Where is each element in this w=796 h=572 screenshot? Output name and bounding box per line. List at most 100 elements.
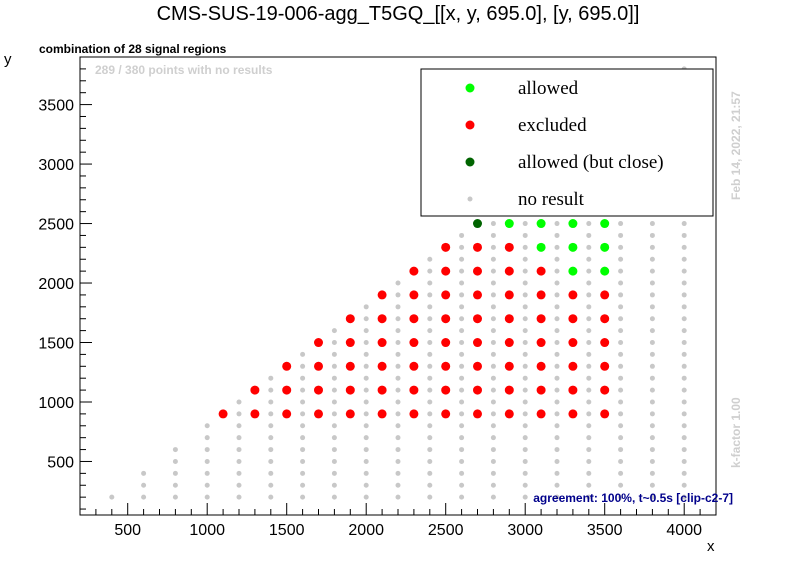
- no-result-point: [268, 458, 274, 464]
- excluded-point: [600, 338, 610, 348]
- no-result-point: [681, 221, 687, 227]
- no-result-point: [459, 280, 465, 286]
- no-result-point: [554, 387, 560, 393]
- excluded-point: [377, 314, 387, 324]
- no-result-point: [649, 387, 655, 393]
- no-result-point: [681, 482, 687, 488]
- no-result-point: [618, 328, 624, 334]
- excluded-point: [377, 409, 387, 419]
- excluded-point: [441, 409, 451, 419]
- no-result-point: [681, 328, 687, 334]
- no-result-point: [586, 363, 592, 369]
- allowed-point: [600, 266, 610, 276]
- no-result-point: [554, 494, 560, 500]
- no-result-point: [427, 399, 433, 405]
- no-result-point: [618, 375, 624, 381]
- excluded-point: [600, 361, 610, 371]
- no-result-point: [459, 244, 465, 250]
- no-result-point: [172, 458, 178, 464]
- excluded-point: [314, 385, 323, 395]
- no-result-point: [681, 399, 687, 405]
- no-result-point: [649, 256, 655, 262]
- no-result-point: [395, 447, 401, 453]
- legend-label-allowed-close: allowed (but close): [518, 152, 664, 173]
- no-result-point: [618, 399, 624, 405]
- excluded-point: [250, 409, 260, 419]
- no-result-point: [268, 411, 274, 417]
- no-result-point: [554, 482, 560, 488]
- no-result-point: [681, 470, 687, 476]
- no-result-point: [268, 435, 274, 441]
- no-result-point: [395, 304, 401, 310]
- no-result-point: [490, 328, 496, 334]
- no-result-point: [395, 280, 401, 286]
- allowed-point: [568, 266, 578, 276]
- no-result-point: [586, 328, 592, 334]
- excluded-point: [441, 266, 451, 276]
- no-result-point: [490, 304, 496, 310]
- no-result-point: [331, 411, 337, 417]
- no-result-point: [331, 470, 337, 476]
- excluded-point: [473, 361, 482, 371]
- no-result-point: [459, 268, 465, 274]
- no-result-point: [554, 328, 560, 334]
- no-result-point: [395, 494, 401, 500]
- data-points: [109, 66, 687, 500]
- no-result-point: [586, 304, 592, 310]
- no-result-point: [586, 292, 592, 298]
- excluded-point: [600, 314, 610, 324]
- allowed-close-point: [473, 219, 482, 229]
- no-result-point: [459, 375, 465, 381]
- no-result-point: [490, 232, 496, 238]
- no-result-point: [618, 221, 624, 227]
- no-result-point: [204, 494, 210, 500]
- no-result-point: [554, 411, 560, 417]
- excluded-point: [473, 385, 482, 395]
- no-result-point: [649, 244, 655, 250]
- no-result-point: [268, 494, 274, 500]
- no-result-point: [395, 411, 401, 417]
- plot-frame: [79, 56, 717, 516]
- excluded-point: [536, 338, 546, 348]
- no-result-point: [331, 423, 337, 429]
- no-result-point: [618, 232, 624, 238]
- no-result-point: [522, 340, 528, 346]
- excluded-point: [250, 385, 260, 395]
- legend-marker-allowed-close: [465, 157, 475, 167]
- no-result-point: [522, 458, 528, 464]
- legend-box: [420, 68, 714, 217]
- no-result-point: [268, 387, 274, 393]
- excluded-point: [314, 409, 323, 419]
- no-result-point: [586, 435, 592, 441]
- no-result-point: [586, 280, 592, 286]
- allowed-point: [568, 219, 578, 229]
- no-result-point: [395, 387, 401, 393]
- excluded-point: [345, 361, 355, 371]
- no-result-point: [363, 340, 369, 346]
- no-result-point: [681, 363, 687, 369]
- no-result-point: [300, 435, 306, 441]
- no-result-point: [586, 351, 592, 357]
- excluded-point: [504, 409, 514, 419]
- no-result-point: [649, 316, 655, 322]
- no-result-point: [427, 470, 433, 476]
- no-result-point: [554, 447, 560, 453]
- no-result-point: [618, 304, 624, 310]
- no-result-point: [331, 399, 337, 405]
- no-result-point: [490, 375, 496, 381]
- legend-marker-excluded: [465, 120, 475, 130]
- x-tick-label: 4000: [666, 522, 702, 539]
- no-result-point: [395, 399, 401, 405]
- no-result-point: [236, 423, 242, 429]
- no-result-point: [141, 494, 147, 500]
- no-result-point: [363, 423, 369, 429]
- no-result-point: [236, 482, 242, 488]
- no-result-point: [649, 375, 655, 381]
- no-result-point: [459, 232, 465, 238]
- no-result-point: [427, 328, 433, 334]
- no-result-point: [395, 316, 401, 322]
- no-result-point: [395, 351, 401, 357]
- no-result-point: [586, 387, 592, 393]
- no-result-point: [490, 494, 496, 500]
- no-result-point: [618, 292, 624, 298]
